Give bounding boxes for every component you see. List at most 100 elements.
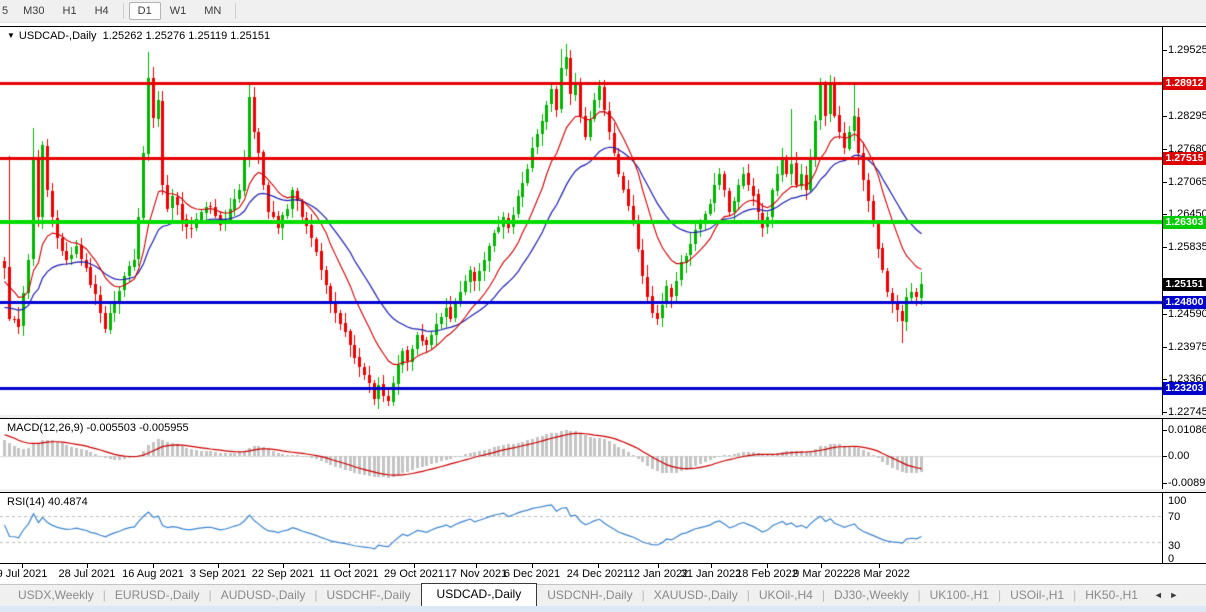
macd-title: MACD(12,26,9) -0.005503 -0.005955: [7, 422, 189, 434]
date-tick-label: 9 Jul 2021: [0, 568, 48, 580]
date-tick-mark: [767, 564, 768, 568]
timeframe-button-d1[interactable]: D1: [128, 2, 161, 20]
rsi-value: 40.4874: [47, 496, 88, 508]
chart-symbol-label: USDCAD-,Daily: [18, 30, 97, 42]
date-tick-mark: [87, 564, 88, 568]
date-tick-mark: [532, 564, 533, 568]
tab-separator: |: [1073, 588, 1077, 602]
tab-separator: |: [102, 588, 106, 602]
tab-scroll-left-icon[interactable]: ◄: [1153, 590, 1170, 600]
macd-tick-mark: [1163, 456, 1167, 457]
rsi-tick-label: 0: [1168, 553, 1175, 565]
main-chart-panel: ▼ USDCAD-,Daily 1.25262 1.25276 1.25119 1…: [0, 26, 1206, 418]
timeframe-button-h1[interactable]: H1: [62, 5, 77, 17]
date-tick-label: 11 Oct 2021: [319, 568, 379, 580]
timeframe-button-w1[interactable]: W1: [169, 5, 187, 17]
chart-tab-usdchf-daily[interactable]: USDCHF-,Daily: [326, 588, 411, 602]
tab-separator: |: [821, 588, 825, 602]
chart-tab-usdcad-daily[interactable]: USDCAD-,Daily: [420, 583, 538, 606]
chart-tab-eurusd-daily[interactable]: EURUSD-,Daily: [114, 588, 200, 602]
tab-separator: |: [208, 588, 212, 602]
date-tick-label: 28 Mar 2022: [848, 568, 910, 580]
timeframe-button-mn[interactable]: MN: [204, 5, 222, 17]
tab-scroll-arrows: ◄ ►: [1154, 590, 1180, 606]
price-tick-mark: [1163, 116, 1167, 117]
macd-tick-mark: [1163, 483, 1167, 484]
tab-separator: |: [314, 588, 318, 602]
chart-tab-hk50-h1[interactable]: HK50-,H1: [1085, 588, 1138, 602]
toolbar-separator: [122, 3, 124, 19]
chart-tab-xauusd-daily[interactable]: XAUUSD-,Daily: [653, 588, 738, 602]
rsi-panel: RSI(14) 40.4874 100 70 30 0: [0, 492, 1206, 565]
chart-tab-usoil-h1[interactable]: USOil-,H1: [1010, 588, 1065, 602]
date-tick-label: 18 Feb 2022: [736, 568, 798, 580]
date-tick-mark: [476, 564, 477, 568]
panel-divider[interactable]: [0, 415, 1206, 418]
chart-tab-usdcnh-daily[interactable]: USDCNH-,Daily: [547, 588, 633, 602]
rsi-label: RSI(14): [7, 496, 45, 508]
price-tick-label: 1.23975: [1168, 341, 1206, 353]
date-tick-label: 24 Dec 2021: [566, 568, 630, 580]
price-tick-mark: [1163, 412, 1167, 413]
price-tick-mark: [1163, 50, 1167, 51]
date-tick-mark: [153, 564, 154, 568]
chart-tab-ukoil-h4[interactable]: UKOil-,H4: [758, 588, 813, 602]
macd-panel: MACD(12,26,9) -0.005503 -0.005955 0.0108…: [0, 418, 1206, 490]
price-level-badge: 1.28912: [1163, 77, 1206, 90]
date-tick-mark: [283, 564, 284, 568]
timeframe-button-5[interactable]: 5: [2, 5, 9, 17]
date-tick-label: 9 Mar 2022: [793, 568, 849, 580]
price-level-badge: 1.25151: [1163, 278, 1206, 291]
tab-separator: |: [917, 588, 921, 602]
panel-divider[interactable]: [0, 489, 1206, 492]
price-level-badge: 1.23203: [1163, 382, 1206, 395]
macd-tick-mark: [1163, 430, 1167, 431]
tab-separator: |: [641, 588, 645, 602]
rsi-tick-label: 100: [1168, 495, 1187, 507]
date-tick-mark: [22, 564, 23, 568]
timeframe-button-h4[interactable]: H4: [94, 5, 109, 17]
date-tick-mark: [879, 564, 880, 568]
date-tick-mark: [821, 564, 822, 568]
price-tick-label: 1.28295: [1168, 110, 1206, 122]
macd-chart-canvas[interactable]: [0, 419, 1162, 487]
price-tick-mark: [1163, 314, 1167, 315]
rsi-chart-canvas[interactable]: [0, 493, 1162, 561]
macd-values: -0.005503 -0.005955: [86, 422, 189, 434]
price-chart-canvas[interactable]: [0, 27, 1162, 413]
date-tick-label: 3 Sep 2021: [189, 568, 247, 580]
date-tick-label: 17 Nov 2021: [444, 568, 508, 580]
date-axis: 9 Jul 2021 28 Jul 2021 16 Aug 2021 3 Sep 20…: [0, 564, 1206, 584]
chart-tab-uk100-h1[interactable]: UK100-,H1: [929, 588, 989, 602]
date-tick-label: 6 Dec 2021: [503, 568, 561, 580]
rsi-title: RSI(14) 40.4874: [7, 496, 88, 508]
rsi-tick-label: 70: [1168, 511, 1181, 523]
date-tick-mark: [218, 564, 219, 568]
price-axis-line: [1162, 27, 1163, 415]
date-tick-label: 16 Aug 2021: [122, 568, 184, 580]
price-tick-label: 1.25835: [1168, 241, 1206, 253]
chart-tab-dj30-weekly[interactable]: DJ30-,Weekly: [833, 588, 909, 602]
chart-title: ▼ USDCAD-,Daily 1.25262 1.25276 1.25119 1…: [7, 30, 270, 42]
chart-tab-usdx-weekly[interactable]: USDX,Weekly: [18, 588, 94, 602]
chart-tab-audusd-daily[interactable]: AUDUSD-,Daily: [220, 588, 306, 602]
timeframe-button-m30[interactable]: M30: [23, 5, 45, 17]
price-tick-mark: [1163, 214, 1167, 215]
timeframe-toolbar: 5 M30 H1 H4 D1 W1 MN: [0, 0, 1206, 23]
macd-label: MACD(12,26,9): [7, 422, 84, 434]
chart-tab-bar: USDX,Weekly | EURUSD-,Daily | AUDUSD-,Daily |…: [0, 583, 1206, 606]
price-tick-label: 1.24590: [1168, 308, 1206, 320]
date-tick-label: 22 Sep 2021: [251, 568, 315, 580]
date-tick-label: 12 Jan 2022: [627, 568, 689, 580]
price-level-badge: 1.26303: [1163, 216, 1206, 229]
price-tick-mark: [1163, 379, 1167, 380]
tab-scroll-right-icon[interactable]: ►: [1169, 590, 1181, 600]
tab-separator: |: [997, 588, 1002, 602]
rsi-axis-line: [1162, 493, 1163, 563]
price-tick-mark: [1163, 182, 1167, 183]
rsi-tick-label: 30: [1168, 540, 1181, 552]
price-level-badge: 1.24800: [1163, 296, 1206, 309]
date-tick-mark: [711, 564, 712, 568]
date-tick-mark: [598, 564, 599, 568]
